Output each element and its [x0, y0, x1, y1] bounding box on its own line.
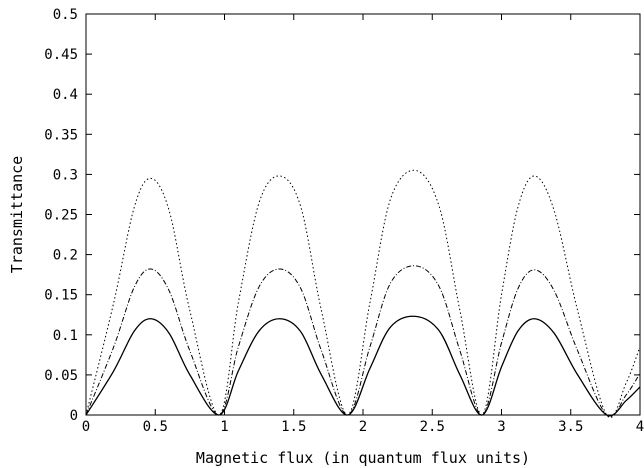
x-tick-label: 2 [359, 419, 367, 435]
series-line-solid [85, 315, 641, 417]
x-tick-label: 0 [82, 419, 90, 435]
x-tick-label: 3 [497, 419, 505, 435]
y-tick-label: 0.45 [44, 47, 78, 63]
y-tick-label: 0.4 [53, 87, 78, 103]
y-tick-label: 0.2 [53, 248, 78, 264]
x-tick-label: 4 [636, 419, 644, 435]
y-tick-label: 0.3 [53, 167, 78, 183]
y-tick-label: 0.15 [44, 288, 78, 304]
x-tick-label: 2.5 [420, 419, 445, 435]
y-tick-label: 0.35 [44, 127, 78, 143]
y-tick-label: 0 [70, 408, 78, 424]
x-tick-label: 1.5 [281, 419, 306, 435]
x-tick-label: 1 [220, 419, 228, 435]
plot-frame [85, 13, 641, 416]
y-axis-label: Transmittance [8, 156, 26, 273]
y-tick-label: 0.05 [44, 368, 78, 384]
y-tick-label: 0.5 [53, 7, 78, 23]
plot-area [85, 169, 641, 419]
x-tick-label: 3.5 [558, 419, 583, 435]
y-tick-label: 0.1 [53, 328, 78, 344]
y-tick-label: 0.25 [44, 208, 78, 224]
x-axis-label: Magnetic flux (in quantum flux units) [196, 449, 530, 467]
x-tick-label: 0.5 [143, 419, 168, 435]
series-line-dotted [85, 169, 641, 419]
axis-ticks: 0 0.5 1 1.5 2 2.5 3 3.5 4 0 0.05 0.1 0.15 0.2 0.25 0.3 0… [44, 7, 644, 435]
series-line-dashed [85, 265, 641, 418]
